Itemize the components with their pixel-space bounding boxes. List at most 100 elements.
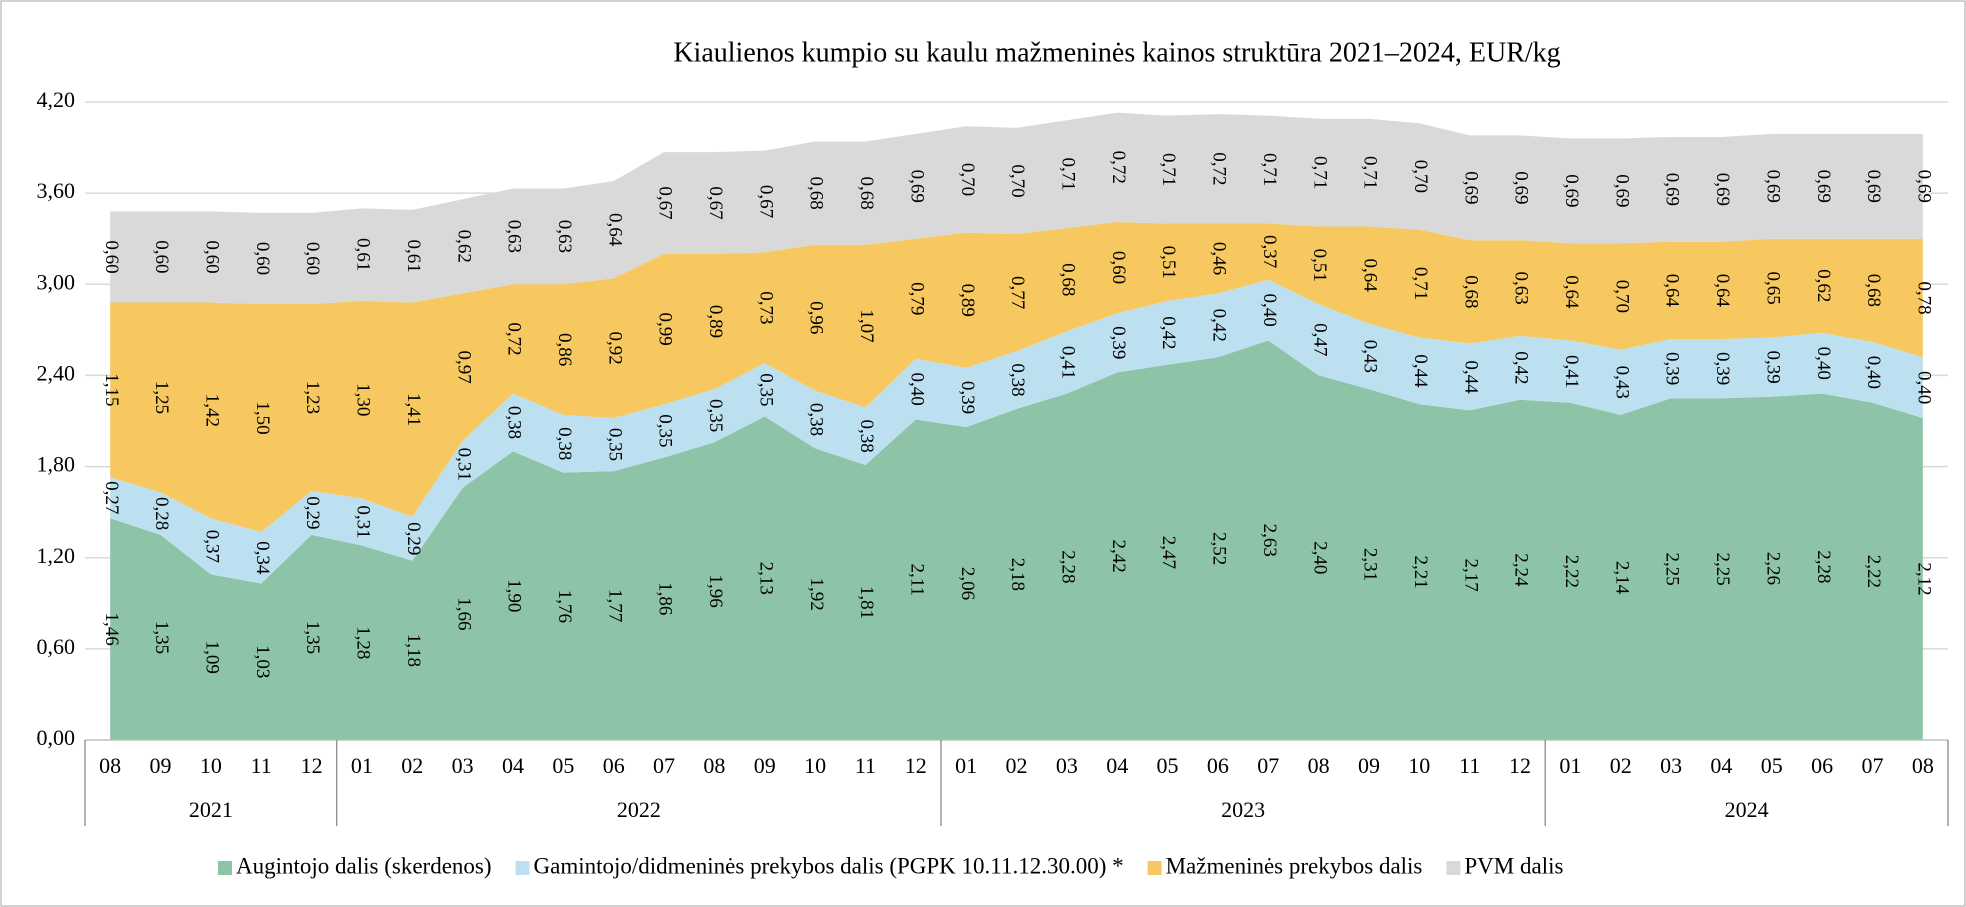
data-label: 0,68 — [856, 177, 877, 210]
legend-swatch — [1147, 861, 1162, 875]
data-label: 0,63 — [1511, 271, 1532, 304]
data-label: 2,25 — [1712, 552, 1733, 585]
data-label: 0,60 — [1108, 251, 1129, 284]
x-tick-label: 12 — [1509, 753, 1531, 778]
x-tick-label: 07 — [1257, 753, 1279, 778]
data-label: 0,29 — [403, 522, 424, 555]
data-label: 0,77 — [1007, 276, 1028, 309]
data-label: 0,62 — [1813, 269, 1834, 302]
x-tick-label: 01 — [351, 753, 373, 778]
data-label: 0,68 — [806, 177, 827, 210]
x-tick-label: 06 — [1811, 753, 1833, 778]
data-label: 0,41 — [1561, 355, 1582, 388]
data-label: 2,26 — [1762, 552, 1783, 585]
data-label: 2,31 — [1360, 548, 1381, 581]
data-label: 0,42 — [1158, 316, 1179, 349]
legend-swatch — [1446, 861, 1461, 875]
data-label: 0,69 — [1762, 170, 1783, 203]
area — [110, 340, 1923, 740]
data-label: 1,90 — [504, 579, 525, 612]
data-label: 0,68 — [1863, 274, 1884, 307]
data-label: 2,52 — [1209, 532, 1230, 565]
x-tick-label: 06 — [1207, 753, 1229, 778]
data-label: 0,72 — [504, 322, 525, 355]
data-label: 0,39 — [1108, 326, 1129, 359]
data-label: 0,31 — [353, 505, 374, 538]
data-label: 2,17 — [1460, 559, 1481, 592]
data-label: 0,70 — [1410, 160, 1431, 193]
data-label: 2,12 — [1913, 562, 1934, 595]
data-label: 0,60 — [151, 240, 172, 273]
data-label: 0,43 — [1360, 340, 1381, 373]
data-label: 0,72 — [1209, 152, 1230, 185]
year-label: 2021 — [189, 797, 233, 822]
data-label: 2,28 — [1813, 550, 1834, 583]
data-label: 1,28 — [353, 626, 374, 659]
legend: Augintojo dalis (skerdenos) Gamintojo/did… — [218, 853, 1563, 878]
area — [110, 112, 1923, 305]
data-label: 0,64 — [604, 213, 625, 247]
x-tick-label: 11 — [1459, 753, 1480, 778]
data-label: 2,06 — [957, 567, 978, 600]
data-label: 0,38 — [554, 427, 575, 460]
data-label: 2,22 — [1561, 555, 1582, 588]
data-label: 2,40 — [1309, 541, 1330, 574]
data-label: 0,41 — [1057, 346, 1078, 379]
data-label: 1,23 — [302, 381, 323, 414]
data-label: 0,62 — [453, 230, 474, 263]
x-tick-label: 04 — [502, 753, 524, 778]
y-tick-label: 4,20 — [37, 87, 76, 112]
data-label: 0,70 — [1611, 280, 1632, 313]
data-label: 0,39 — [1662, 352, 1683, 385]
data-label: 0,92 — [604, 331, 625, 364]
data-label: 0,69 — [1662, 173, 1683, 206]
data-label: 0,69 — [1913, 170, 1934, 203]
data-label: 0,35 — [755, 373, 776, 406]
x-tick-label: 12 — [301, 753, 323, 778]
x-tick-label: 07 — [1861, 753, 1883, 778]
data-label: 1,09 — [202, 641, 223, 674]
data-label: 0,69 — [1460, 171, 1481, 204]
data-label: 0,63 — [554, 220, 575, 253]
data-label: 0,38 — [504, 406, 525, 439]
data-label: 0,42 — [1209, 309, 1230, 342]
y-tick-label: 3,60 — [37, 178, 76, 203]
data-label: 0,60 — [302, 242, 323, 275]
data-label: 0,70 — [957, 163, 978, 196]
data-label: 0,99 — [655, 312, 676, 345]
data-label: 0,69 — [1712, 173, 1733, 206]
legend-label: Augintojo dalis (skerdenos) — [236, 853, 492, 878]
x-tick-label: 10 — [200, 753, 222, 778]
data-label: 0,97 — [453, 350, 474, 383]
data-label: 0,37 — [1259, 235, 1280, 268]
data-label: 0,40 — [906, 372, 927, 405]
data-label: 0,40 — [1259, 293, 1280, 326]
x-tick-label: 11 — [251, 753, 272, 778]
data-label: 2,63 — [1259, 524, 1280, 557]
x-tick-label: 07 — [653, 753, 675, 778]
data-label: 0,71 — [1309, 156, 1330, 189]
data-label: 2,21 — [1410, 556, 1431, 589]
data-label: 1,46 — [101, 612, 122, 645]
x-tick-label: 05 — [552, 753, 574, 778]
data-label: 0,44 — [1410, 354, 1431, 388]
x-tick-label: 08 — [1912, 753, 1934, 778]
data-label: 1,15 — [101, 373, 122, 406]
x-tick-label: 08 — [99, 753, 121, 778]
data-label: 1,35 — [302, 621, 323, 654]
year-label: 2023 — [1221, 797, 1265, 822]
data-label: 0,51 — [1158, 246, 1179, 279]
data-label: 0,70 — [1007, 164, 1028, 197]
legend-label: Gamintojo/didmeninės prekybos dalis (PGP… — [534, 853, 1124, 878]
data-label: 1,03 — [252, 645, 273, 678]
x-tick-label: 12 — [905, 753, 927, 778]
data-label: 2,14 — [1611, 561, 1632, 595]
y-tick-label: 1,20 — [37, 543, 76, 568]
x-tick-label: 09 — [754, 753, 776, 778]
data-label: 0,71 — [1410, 267, 1431, 300]
data-label: 0,38 — [806, 403, 827, 436]
data-label: 2,42 — [1108, 540, 1129, 573]
data-label: 0,71 — [1158, 153, 1179, 186]
data-label: 0,96 — [806, 301, 827, 334]
x-tick-label: 04 — [1106, 753, 1128, 778]
